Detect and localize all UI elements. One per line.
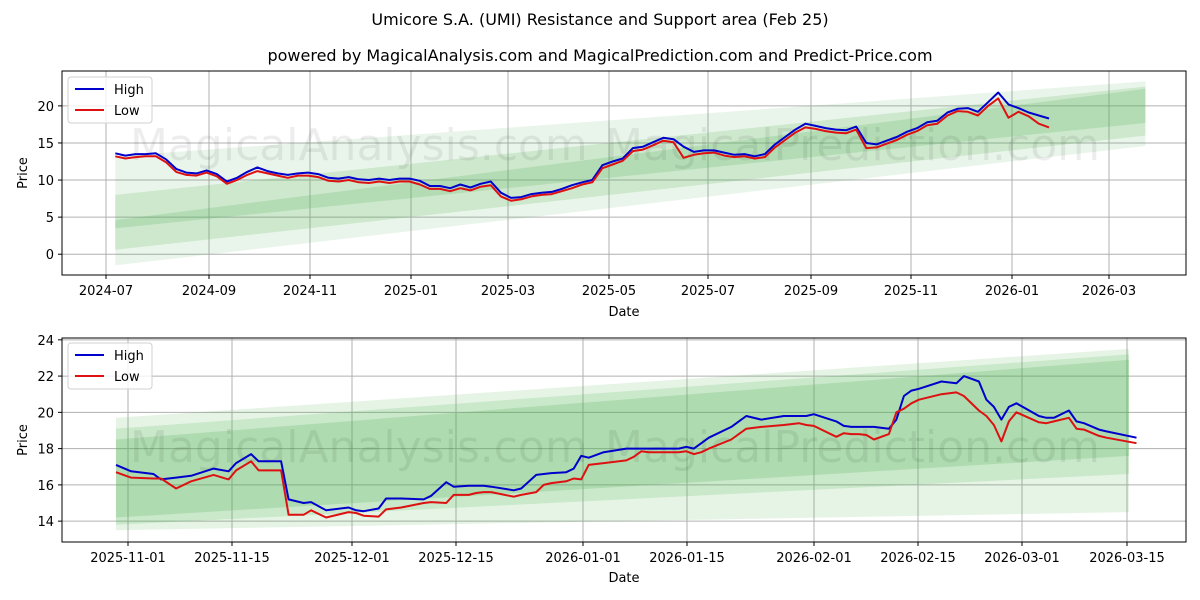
top-axes-frame [61,70,1187,276]
top-support-resistance-bands [115,81,1146,266]
x-tick-label: 2025-09 [784,284,838,299]
x-tick-label: 2025-05 [582,284,636,299]
chart-subtitle: powered by MagicalAnalysis.com and Magic… [267,46,933,65]
support-resistance-band [115,81,1146,266]
y-tick-label: 0 [46,248,54,263]
top-axis-ticks: 0 5 10 15 20 2024-07 2024-09 2024-11 2025-01 2025… [37,100,1136,299]
y-tick-label: 20 [37,406,54,421]
top-chart-full-history: MagicalAnalysis.com MagicalPrediction.com… [16,70,1187,320]
x-tick-label: 2026-02-01 [776,551,852,566]
watermark-text: MagicalAnalysis.com [130,422,588,473]
legend-low-label: Low [114,104,140,119]
support-resistance-band [116,348,1129,531]
x-tick-label: 2025-01 [384,284,438,299]
x-tick-label: 2025-12-01 [314,551,390,566]
support-resistance-band [116,354,1129,525]
x-tick-label: 2025-11-01 [90,551,166,566]
bottom-xlabel: Date [608,571,639,586]
bottom-axes-frame [61,337,1187,543]
x-tick-label: 2026-02-15 [880,551,956,566]
bottom-watermarks: MagicalAnalysis.com MagicalPrediction.com [130,422,1100,473]
y-tick-label: 18 [37,443,54,458]
support-resistance-band [115,88,1146,229]
support-resistance-band [116,359,1129,518]
x-tick-label: 2024-07 [79,284,133,299]
x-tick-label: 2025-03 [481,284,535,299]
bottom-chart-recent: MagicalAnalysis.com MagicalPrediction.com… [16,334,1187,586]
chart-title: Umicore S.A. (UMI) Resistance and Suppor… [371,10,829,29]
x-tick-label: 2024-11 [283,284,337,299]
y-tick-label: 16 [37,479,54,494]
top-price-lines [115,91,1050,202]
x-tick-label: 2026-01 [985,284,1039,299]
y-tick-label: 15 [37,137,54,152]
top-legend: High Low [67,76,153,124]
y-tick-label: 22 [37,370,54,385]
low-price-line [115,97,1050,202]
y-tick-label: 20 [37,100,54,115]
y-tick-label: 24 [37,334,54,349]
bottom-price-lines [115,375,1137,519]
x-tick-label: 2025-12-15 [418,551,494,566]
x-tick-label: 2025-07 [681,284,735,299]
y-tick-label: 5 [46,211,54,226]
bottom-axis-ticks: 14 16 18 20 22 24 2025-11-01 2025-11-15 2025-12-… [37,334,1164,566]
watermark-text: MagicalAnalysis.com [130,120,588,171]
support-resistance-band [115,86,1146,250]
x-tick-label: 2025-11-15 [194,551,270,566]
x-tick-label: 2024-09 [182,284,236,299]
legend-low-label: Low [114,370,140,385]
bottom-legend: High Low [67,342,153,390]
high-price-line [115,91,1050,199]
x-tick-label: 2026-01-15 [649,551,725,566]
x-tick-label: 2026-01-01 [545,551,621,566]
x-tick-label: 2026-03 [1082,284,1136,299]
y-tick-label: 10 [37,174,54,189]
top-ylabel: Price [16,157,31,189]
legend-high-label: High [114,83,144,98]
top-xlabel: Date [608,305,639,320]
x-tick-label: 2026-03-01 [984,551,1060,566]
bottom-ylabel: Price [16,424,31,456]
legend-high-label: High [114,349,144,364]
x-tick-label: 2025-11 [884,284,938,299]
bottom-support-resistance-bands [116,348,1129,531]
x-tick-label: 2026-03-15 [1089,551,1165,566]
high-price-line [115,375,1137,513]
y-tick-label: 14 [37,515,54,530]
low-price-line [115,391,1137,519]
